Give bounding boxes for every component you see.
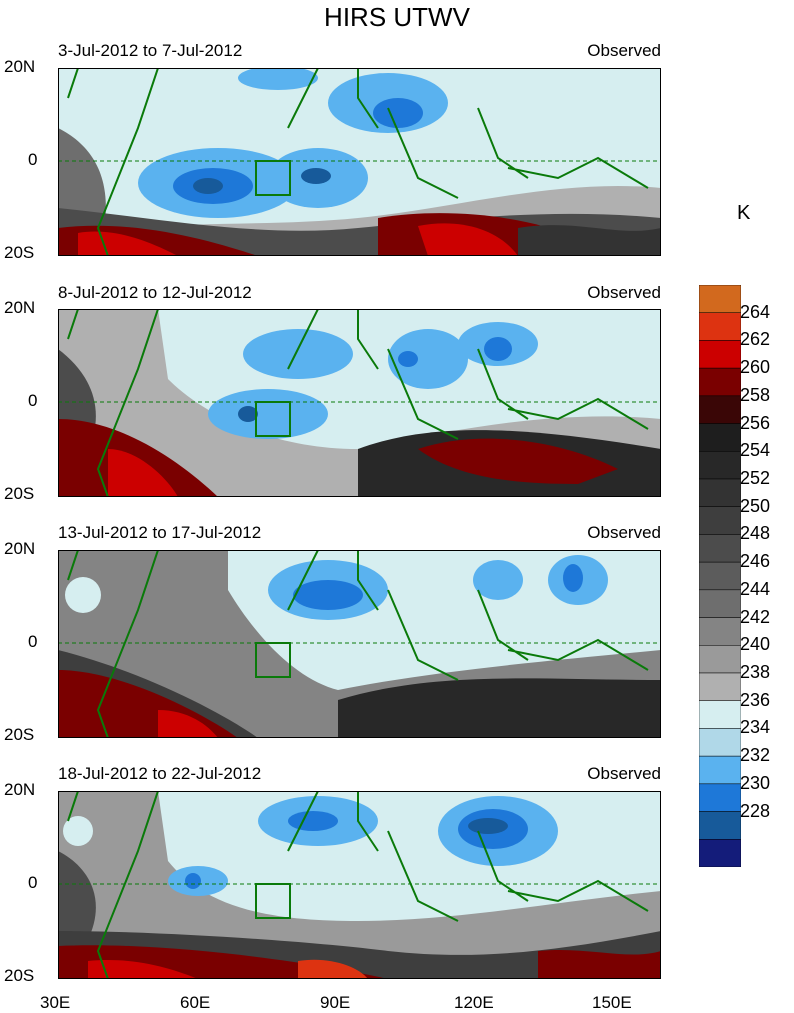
colorbar-label: 248 [740, 523, 771, 544]
colorbar-label: 260 [740, 357, 771, 378]
colorbar-label: 240 [740, 634, 771, 655]
colorbar-swatch [699, 839, 741, 867]
colorbar-label: 228 [740, 800, 771, 821]
panel-4-lat-0: 0 [28, 873, 38, 892]
colorbar-label: 236 [740, 689, 771, 710]
colorbar-swatch [699, 728, 741, 757]
panel-2-lat-20n: 20N [4, 298, 36, 317]
colorbar [699, 285, 741, 867]
colorbar-swatch [699, 672, 741, 701]
colorbar-swatch [699, 312, 741, 341]
colorbar-label: 258 [740, 384, 771, 405]
chart-title: HIRS UTWV [324, 2, 470, 32]
panel-4-map [58, 791, 661, 979]
colorbar-swatch [699, 534, 741, 563]
panel-4-label: Observed [587, 764, 661, 783]
colorbar-label: 256 [740, 412, 771, 433]
lon-label-120e: 120E [454, 993, 494, 1012]
colorbar-swatch [699, 700, 741, 729]
colorbar-swatch [699, 478, 741, 507]
panel-3-label: Observed [587, 523, 661, 542]
panel-2-lat-20s: 20S [4, 484, 35, 503]
colorbar-unit: K [737, 202, 751, 224]
colorbar-swatch [699, 561, 741, 591]
colorbar-label: 264 [740, 301, 771, 322]
panel-3-period: 13-Jul-2012 to 17-Jul-2012 [58, 523, 262, 542]
colorbar-label: 246 [740, 551, 771, 572]
panel-2-label: Observed [587, 283, 661, 302]
colorbar-label: 242 [740, 606, 771, 627]
panel-4-period: 18-Jul-2012 to 22-Jul-2012 [58, 764, 262, 783]
panel-2-lat-0: 0 [28, 391, 38, 410]
colorbar-label: 250 [740, 495, 771, 516]
colorbar-swatch [699, 367, 741, 397]
colorbar-swatch [699, 589, 741, 618]
colorbar-label: 252 [740, 468, 771, 488]
colorbar-swatch [699, 285, 741, 313]
colorbar-swatch [699, 783, 741, 812]
colorbar-label: 262 [740, 329, 771, 350]
colorbar-label: 230 [740, 772, 771, 793]
panel-4-lat-20s: 20S [4, 966, 35, 985]
panel-1-lat-0: 0 [28, 150, 38, 169]
lon-label-150e: 150E [592, 993, 632, 1012]
colorbar-label: 232 [740, 745, 771, 766]
panel-1-map [58, 68, 661, 256]
panel-3-lat-0: 0 [28, 632, 38, 651]
panel-2-period: 8-Jul-2012 to 12-Jul-2012 [58, 283, 252, 302]
panel-2-map [58, 309, 661, 497]
panel-3-lat-20n: 20N [4, 539, 36, 558]
colorbar-label: 234 [740, 717, 771, 738]
panel-1-lat-20s: 20S [4, 243, 35, 262]
colorbar-swatch [699, 506, 741, 535]
panel-3-lat-20s: 20S [4, 725, 35, 744]
colorbar-swatch [699, 395, 741, 424]
colorbar-label: 238 [740, 662, 771, 682]
panel-1-label: Observed [587, 41, 661, 60]
colorbar-swatch [699, 423, 741, 452]
lon-label-60e: 60E [180, 993, 211, 1012]
colorbar-label: 244 [740, 578, 771, 599]
colorbar-swatch [699, 451, 741, 480]
panel-3-map [58, 550, 661, 738]
lon-label-30e: 30E [40, 993, 71, 1012]
panel-1-lat-20n: 20N [4, 57, 36, 76]
colorbar-swatch [699, 340, 741, 369]
colorbar-swatch [699, 755, 741, 785]
lon-label-90e: 90E [320, 993, 351, 1012]
colorbar-swatch [699, 617, 741, 646]
colorbar-swatch [699, 811, 741, 840]
panel-1-period: 3-Jul-2012 to 7-Jul-2012 [58, 41, 243, 60]
colorbar-swatch [699, 645, 741, 674]
panel-4-lat-20n: 20N [4, 780, 36, 799]
colorbar-label: 254 [740, 440, 771, 461]
